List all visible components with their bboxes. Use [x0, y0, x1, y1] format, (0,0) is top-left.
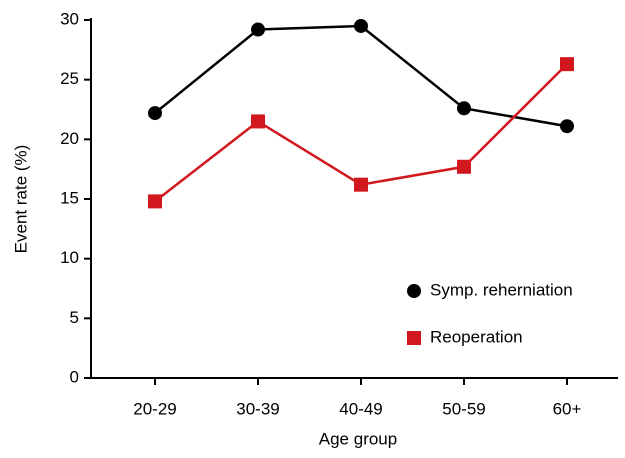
data-point: [148, 194, 162, 209]
data-point: [457, 159, 471, 174]
data-point: [251, 22, 265, 37]
y-tick-label: 5: [70, 308, 79, 327]
legend-label: Symp. reherniation: [430, 280, 573, 299]
y-tick-label: 15: [60, 188, 79, 207]
series-line: [154, 24, 568, 128]
data-point: [251, 114, 265, 129]
legend-marker: [407, 331, 421, 345]
legend-label: Reoperation: [430, 327, 523, 346]
data-point: [354, 177, 368, 192]
data-point: [457, 101, 471, 116]
data-point: [560, 119, 574, 134]
y-tick-label: 20: [60, 129, 79, 148]
x-tick-label: 40-49: [339, 399, 382, 418]
x-tick-label: 30-39: [236, 399, 279, 418]
y-tick-label: 30: [60, 9, 79, 28]
x-axis-label: Age group: [319, 429, 397, 448]
data-point: [354, 18, 368, 33]
y-tick-label: 25: [60, 69, 79, 88]
data-point: [148, 106, 162, 121]
y-tick-label: 0: [70, 367, 79, 386]
x-tick-label: 20-29: [133, 399, 176, 418]
y-axis-label: Event rate (%): [11, 145, 30, 254]
x-tick-label: 50-59: [442, 399, 485, 418]
data-point: [560, 57, 574, 72]
legend-marker: [407, 284, 421, 298]
y-tick-label: 10: [60, 248, 79, 267]
x-tick-label: 60+: [553, 399, 582, 418]
